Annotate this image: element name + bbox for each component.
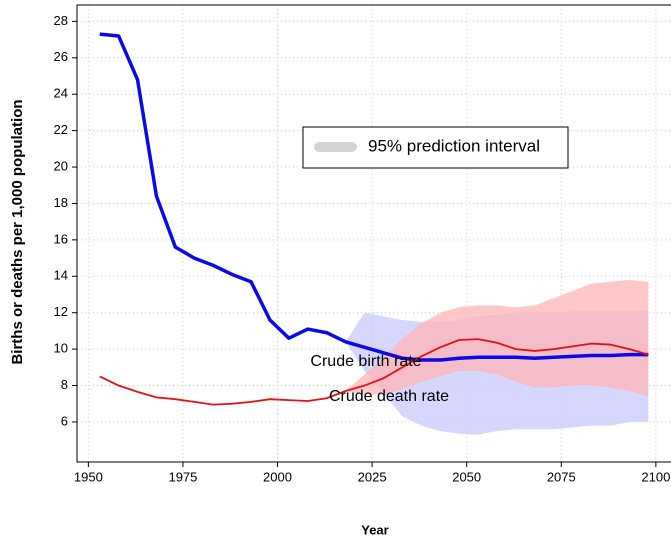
y-tick-label: 10 <box>54 341 68 356</box>
y-tick-label: 20 <box>54 158 68 173</box>
y-axis-label: Births or deaths per 1,000 population <box>9 99 26 364</box>
prediction-band <box>345 279 649 397</box>
x-tick-label: 2000 <box>263 469 292 484</box>
y-tick-label: 26 <box>54 49 68 64</box>
y-tick-label: 24 <box>54 86 68 101</box>
y-tick-label: 6 <box>61 413 68 428</box>
x-tick-label: 2075 <box>547 469 576 484</box>
y-tick-label: 16 <box>54 231 68 246</box>
x-tick-label: 2100 <box>641 469 670 484</box>
y-tick-label: 14 <box>54 268 68 283</box>
y-tick-label: 18 <box>54 195 68 210</box>
x-tick-label: 1950 <box>74 469 103 484</box>
y-tick-label: 28 <box>54 13 68 28</box>
series-line <box>99 338 649 406</box>
y-tick-label: 12 <box>54 304 68 319</box>
series-label: Crude death rate <box>329 388 449 405</box>
x-tick-label: 2025 <box>358 469 387 484</box>
series-line <box>99 32 649 362</box>
x-tick-label: 1975 <box>168 469 197 484</box>
legend-label: 95% prediction interval <box>368 136 540 155</box>
y-tick-label: 22 <box>54 122 68 137</box>
x-axis-label: Year <box>361 522 388 537</box>
x-tick-label: 2050 <box>452 469 481 484</box>
plot-frame <box>76 4 671 463</box>
y-tick-label: 8 <box>61 377 68 392</box>
series-label: Crude birth rate <box>310 353 421 370</box>
